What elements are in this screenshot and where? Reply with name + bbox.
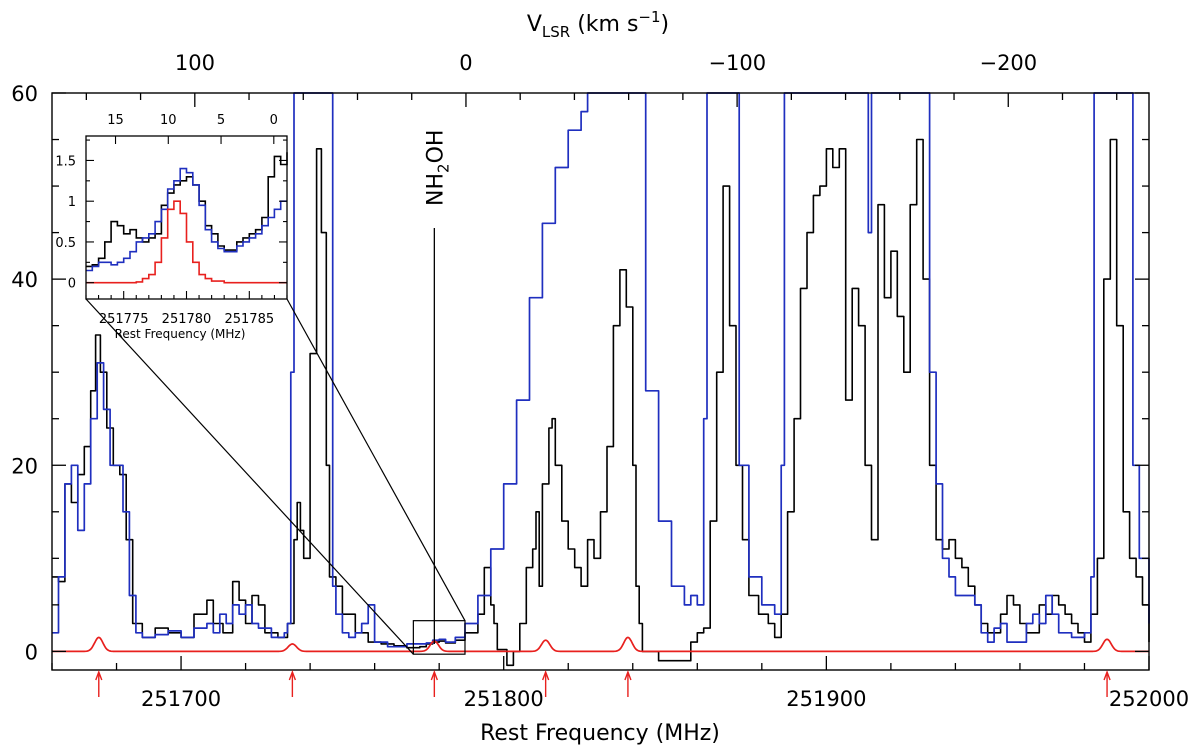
arrow-head xyxy=(624,670,632,681)
inset-axis-ticks: 251775 251780 251785 0 0.5 1 1.5 15 10 5 0 xyxy=(55,113,288,327)
inset-top-tick-label: 10 xyxy=(160,113,177,128)
y-tick-label: 40 xyxy=(11,268,38,292)
inset-x-tick-label: 251785 xyxy=(224,312,274,327)
inset-top-tick-label: 5 xyxy=(217,113,225,128)
top-axis-title-unit: (km s xyxy=(570,12,638,37)
zoom-connector-left xyxy=(85,298,414,655)
inset-y-tick-label: 0 xyxy=(68,277,76,292)
inset-y-tick-label: 1 xyxy=(68,195,76,210)
y-tick-label: 0 xyxy=(25,640,38,664)
inset-series-model-NH2OH xyxy=(86,200,287,284)
inset-y-tick-label: 0.5 xyxy=(55,236,76,251)
inset-x-tick-label: 251780 xyxy=(162,312,212,327)
nh2oh-label-sub: 2 xyxy=(434,163,452,173)
y-tick-label: 20 xyxy=(11,454,38,478)
arrow-head xyxy=(430,670,438,681)
x-tick-label: 251700 xyxy=(141,687,221,711)
line-position-arrows xyxy=(95,670,1111,697)
top-axis-title-exp: −1 xyxy=(638,8,660,26)
series-observed xyxy=(52,138,1150,667)
inset-series-observed xyxy=(86,152,288,268)
y-tick-label: 60 xyxy=(11,82,38,106)
nh2oh-annotation: NH2OH xyxy=(423,130,452,644)
zoom-connector-right xyxy=(286,298,466,621)
nh2oh-label: NH2OH xyxy=(423,130,452,206)
inset-x-tick-label: 251775 xyxy=(99,312,149,327)
nh2oh-label-end: OH xyxy=(423,130,448,164)
main-plot-frame xyxy=(51,92,1150,671)
inset-series-group xyxy=(86,152,288,284)
zoom-box xyxy=(412,620,466,655)
top-tick-label: −100 xyxy=(708,51,766,75)
inset-x-axis-title: Rest Frequency (MHz) xyxy=(115,327,246,341)
x-tick-label: 251800 xyxy=(464,687,544,711)
x-axis-title: Rest Frequency (MHz) xyxy=(480,721,720,746)
arrow-head xyxy=(288,670,297,681)
arrow-head xyxy=(541,670,550,681)
arrow-head xyxy=(1103,670,1111,681)
inset-plot: 251775 251780 251785 0 0.5 1 1.5 15 10 5 0 Rest Fr… xyxy=(55,113,288,341)
inset-top-tick-label: 0 xyxy=(270,113,278,128)
top-tick-label: 0 xyxy=(459,51,472,75)
top-tick-label: 100 xyxy=(175,51,215,75)
x-tick-label: 252000 xyxy=(1109,687,1189,711)
inset-y-tick-label: 1.5 xyxy=(55,154,76,169)
top-tick-label: −200 xyxy=(979,51,1037,75)
arrow-head xyxy=(95,670,103,681)
main-series-group xyxy=(51,92,1150,667)
top-axis-title-close: ) xyxy=(661,12,670,37)
inset-series-model-all xyxy=(86,167,287,272)
series-model-NH2OH xyxy=(51,636,1150,653)
nh2oh-label-main: NH xyxy=(423,173,448,206)
top-axis-title-main: V xyxy=(527,12,542,37)
x-tick-label: 251900 xyxy=(786,687,866,711)
inset-top-tick-label: 15 xyxy=(107,113,124,128)
series-model-all xyxy=(52,92,1150,648)
top-axis-title-sub: LSR xyxy=(542,23,570,41)
top-axis-title: VLSR (km s−1) xyxy=(527,8,669,41)
zoom-indicator xyxy=(85,298,466,655)
